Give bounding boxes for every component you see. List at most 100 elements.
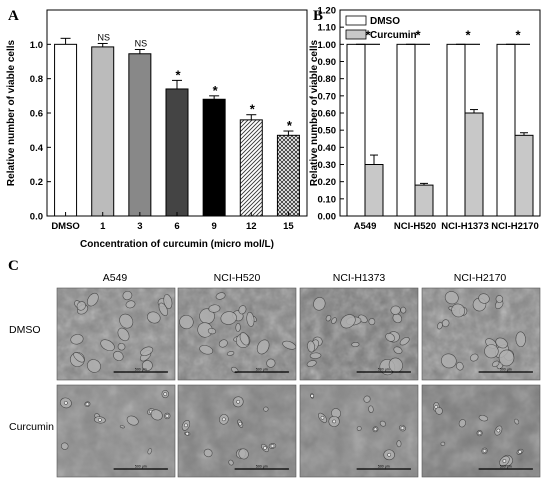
round-cell [222, 417, 226, 422]
cell-shape [495, 295, 504, 303]
cell-shape [351, 342, 360, 347]
cell-shape [400, 306, 407, 314]
cell-shape [356, 426, 362, 431]
round-cell [387, 452, 392, 457]
bar [496, 43, 516, 217]
cell-shape [514, 418, 520, 425]
cell-shape [220, 311, 237, 325]
bar [346, 43, 366, 217]
cell-shape [207, 328, 217, 335]
column-label-nci-h2170: NCI-H2170 [454, 272, 507, 284]
round-cell [270, 444, 275, 448]
cell-shape [87, 359, 101, 373]
significance-label: * [250, 102, 256, 117]
round-cell [236, 399, 241, 404]
cell-shape [368, 405, 374, 413]
bar [276, 134, 300, 217]
round-cell [165, 414, 170, 418]
bar [414, 184, 434, 217]
chart-a-x-axis: DMSO 1 3 6 9 12 15 [51, 212, 294, 232]
round-cell [98, 418, 102, 422]
round-cell [482, 449, 487, 453]
cell-shape [147, 448, 152, 455]
bar [396, 43, 416, 217]
column-label-nci-h1373: NCI-H1373 [333, 272, 386, 284]
chart-a-bars: NS NS * * * * [54, 32, 300, 217]
round-cell [310, 394, 314, 398]
micrograph-border [421, 384, 541, 478]
cell-shape [70, 334, 84, 345]
cell-shape [340, 314, 356, 329]
round-cell [496, 428, 501, 433]
x-tick-label: 12 [246, 221, 257, 232]
significance-label: * [287, 118, 293, 133]
legend-label-dmso: DMSO [370, 16, 400, 27]
significance-label: * [415, 27, 421, 42]
scale-bar-label: 500 μm [500, 465, 512, 469]
bar [128, 53, 152, 217]
legend-swatch-dmso [345, 15, 367, 26]
cell-shape [218, 339, 228, 348]
cell-shape [441, 319, 450, 328]
chart-a-x-axis-label: Concentration of curcumin (micro mol/L) [80, 239, 274, 250]
cell-shape [309, 352, 322, 359]
cell-shape [122, 290, 133, 301]
x-tick-label: NCI-H1373 [441, 221, 489, 232]
cell-shape [484, 344, 499, 359]
y-tick-label: 0.8 [30, 74, 43, 85]
cell-shape [147, 311, 161, 324]
cell-shape [469, 353, 479, 362]
cell-shape [392, 313, 403, 324]
significance-label: * [365, 27, 371, 42]
micrograph-border [299, 384, 419, 478]
cell-shape [437, 322, 443, 330]
cell-shape [266, 358, 276, 368]
cell-shape [451, 303, 466, 318]
cell-shape [313, 297, 326, 311]
cell-shape [396, 440, 402, 448]
cell-shape [238, 448, 249, 460]
scale-bar-label: 500 μm [135, 465, 147, 469]
panel-letter-a: A [8, 8, 19, 24]
significance-label: * [213, 83, 219, 98]
cell-shape [399, 336, 410, 346]
y-tick-label: 1.0 [30, 40, 43, 51]
cell-shape [441, 353, 457, 369]
cell-shape [379, 420, 386, 427]
chart-b-x-axis: A549 NCI-H520 NCI-H1373 NCI-H2170 [354, 212, 539, 232]
round-cell [85, 402, 90, 407]
cell-shape [179, 314, 194, 330]
micrograph-border [299, 287, 419, 381]
x-tick-label: 1 [100, 221, 106, 232]
micrograph-border [177, 287, 297, 381]
chart-a-y-axis: 0.0 0.2 0.4 0.6 0.8 1.0 [30, 40, 51, 223]
row-label-curcumin: Curcumin [9, 421, 54, 433]
cell-shape [495, 337, 508, 349]
cell-shape [117, 342, 126, 351]
y-tick-label: 0.0 [30, 212, 43, 223]
scale-bar-label: 500 μm [378, 465, 390, 469]
legend-label-curcumin: Curcumin [370, 30, 417, 41]
x-tick-label: 9 [211, 221, 216, 232]
significance-label: NS [135, 38, 148, 48]
cell-shape [444, 291, 459, 305]
cell-shape [440, 441, 446, 446]
y-tick-label: 0.40 [318, 143, 337, 154]
scale-bar-label: 500 μm [500, 368, 512, 372]
chart-b-y-axis: 0.00 0.10 0.20 0.30 0.40 0.50 0.60 0.70 0.80 0.90… [318, 6, 344, 223]
x-tick-label: 15 [283, 221, 294, 232]
significance-label: * [515, 27, 521, 42]
round-cell [184, 423, 188, 428]
cell-shape [492, 360, 500, 367]
bar [239, 119, 263, 217]
y-tick-label: 0.20 [318, 177, 337, 188]
bar [514, 134, 534, 217]
bar [202, 98, 226, 217]
cell-shape [208, 304, 221, 313]
chart-b-bars: * * * * [346, 27, 534, 217]
cell-shape [203, 448, 213, 458]
bar [446, 43, 466, 217]
bar [165, 88, 189, 217]
cell-shape [498, 349, 515, 367]
panel-letter-c: C [8, 258, 19, 274]
